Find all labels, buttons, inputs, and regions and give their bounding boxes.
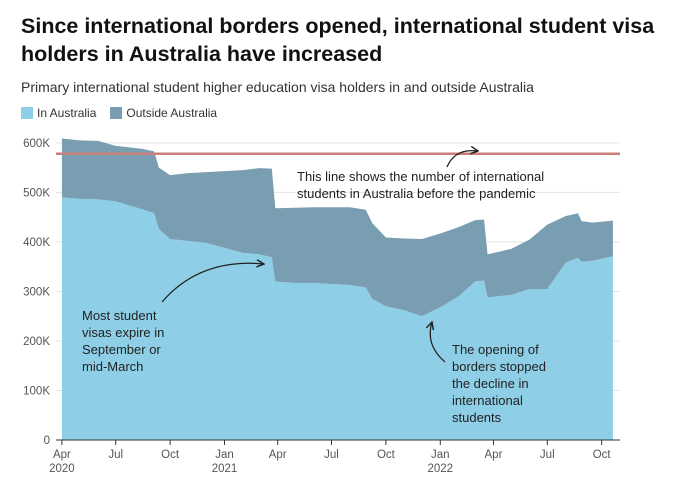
y-tick-label: 200K xyxy=(23,336,50,348)
legend: In Australia Outside Australia xyxy=(21,106,231,120)
area-outside-australia xyxy=(61,138,613,317)
y-tick-label: 400K xyxy=(23,237,50,249)
annotation-line: students in Australia before the pandemi… xyxy=(297,186,536,201)
x-tick-label: Oct xyxy=(161,449,180,461)
x-tick-label: Jul xyxy=(324,449,339,461)
x-tick-year-label: 2022 xyxy=(427,463,453,475)
x-tick-label: Apr xyxy=(269,449,287,461)
axes: 0 100K 200K 300K 400K 500K 600K Apr 2020 Jul Oct Ja… xyxy=(23,138,620,475)
x-tick-label: Jan xyxy=(431,449,450,461)
annotation-line: mid-March xyxy=(82,359,143,374)
annotation-line: Most student xyxy=(82,308,157,323)
annotations: This line shows the number of internatio… xyxy=(82,151,546,425)
annotation-line: borders stopped xyxy=(452,359,546,374)
annotation-line: international xyxy=(452,393,523,408)
annotation-line: students xyxy=(452,410,502,425)
x-tick-label: Oct xyxy=(593,449,612,461)
legend-label-outside-australia: Outside Australia xyxy=(126,106,218,120)
area-in-australia xyxy=(61,197,613,440)
annotation-line: This line shows the number of internatio… xyxy=(297,169,544,184)
x-tick-year-label: 2021 xyxy=(212,463,238,475)
y-tick-label: 300K xyxy=(23,286,50,298)
expire-arrow xyxy=(161,263,264,303)
reference-note: This line shows the number of internatio… xyxy=(297,169,544,201)
expire-note: Most student visas expire in September or m… xyxy=(82,308,164,374)
legend-item-outside-australia: Outside Australia xyxy=(110,106,217,120)
x-tick-label: Apr xyxy=(53,449,71,461)
annotation-line: The opening of xyxy=(452,342,539,357)
legend-swatch-outside-australia xyxy=(110,107,123,119)
y-tick-label: 100K xyxy=(23,385,50,397)
x-tick-label: Jul xyxy=(540,449,555,461)
y-tick-label: 500K xyxy=(23,187,50,199)
legend-swatch-in-australia xyxy=(21,107,33,119)
reference-arrow xyxy=(446,151,478,168)
annotation-line: the decline in xyxy=(452,376,529,391)
legend-item-in-australia: In Australia xyxy=(21,106,96,120)
y-tick-label: 600K xyxy=(23,138,50,150)
chart-title: Since international borders opened, inte… xyxy=(21,14,655,66)
borders-arrow xyxy=(430,322,446,363)
x-tick-label: Jul xyxy=(108,449,123,461)
x-tick-label: Oct xyxy=(377,449,396,461)
y-tick-label: 0 xyxy=(44,435,50,447)
chart-subtitle: Primary international student higher edu… xyxy=(21,79,534,95)
areas xyxy=(61,138,613,440)
annotation-line: September or xyxy=(82,342,161,357)
x-tick-label: Apr xyxy=(485,449,503,461)
x-tick-label: Jan xyxy=(215,449,234,461)
x-tick-year-label: 2020 xyxy=(49,463,75,475)
legend-label-in-australia: In Australia xyxy=(37,106,97,120)
annotation-line: visas expire in xyxy=(82,325,164,340)
borders-note: The opening of borders stopped the decline… xyxy=(452,342,546,425)
